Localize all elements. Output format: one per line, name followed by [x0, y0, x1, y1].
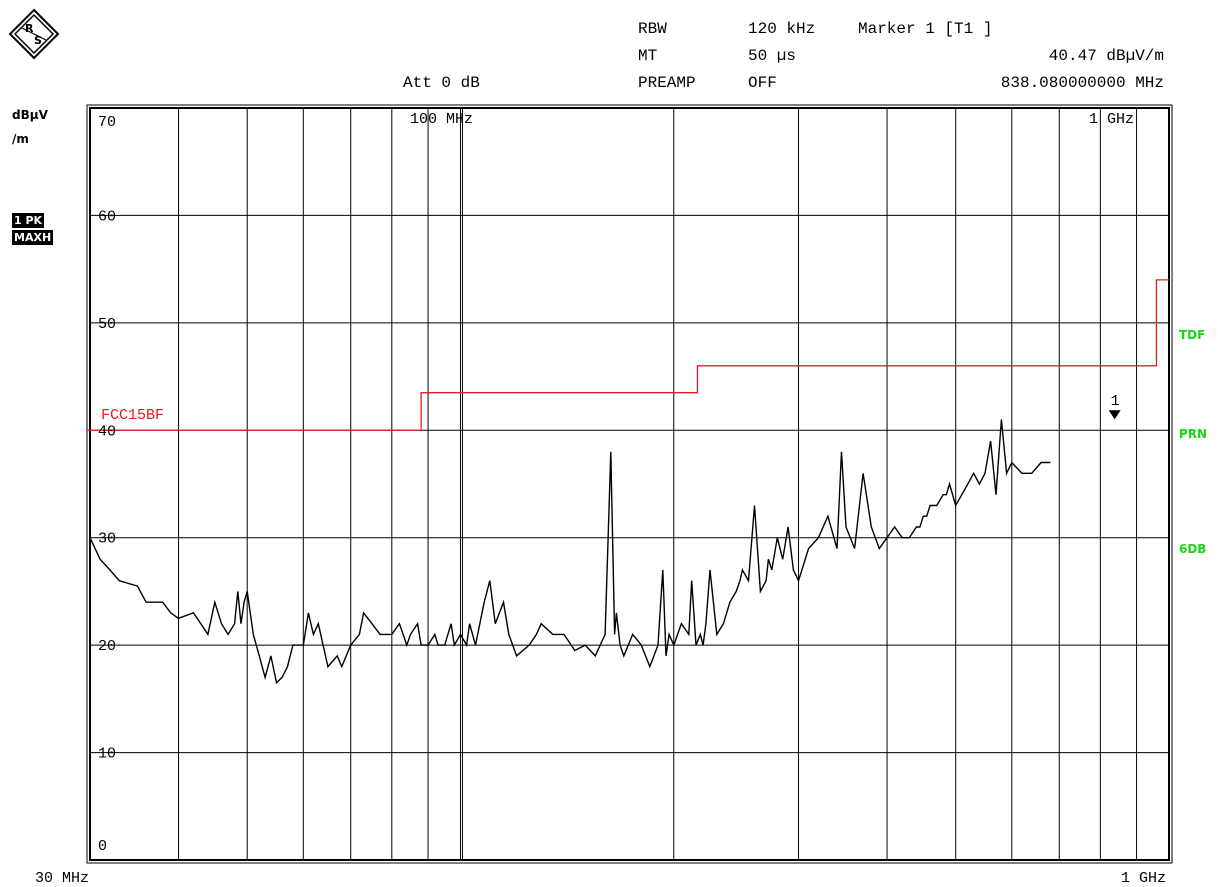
plot-frame [89, 107, 1170, 861]
chart-grid [86, 104, 1173, 864]
tdf-label: TDF [1179, 328, 1206, 342]
preamp-label: PREAMP [638, 74, 696, 92]
svg-text:R: R [25, 22, 34, 35]
y-tick-label: 60 [98, 208, 116, 225]
y-tick-labels: 0 10 20 30 40 50 60 70 [98, 114, 116, 855]
measurement-trace [89, 419, 1051, 685]
6db-label: 6DB [1179, 542, 1207, 556]
rbw-label: RBW [638, 20, 667, 38]
trace-group [89, 419, 1051, 685]
limit-line-label: FCC15BF [101, 407, 165, 424]
trace-mode-badge: MAXH [12, 230, 54, 245]
marker-group: 1 [1108, 393, 1121, 420]
unit-label-line2: /m [12, 132, 29, 146]
marker-label: Marker 1 [T1 ] [858, 20, 993, 38]
mt-label: MT [638, 47, 658, 65]
limit-line [87, 279, 1169, 431]
marker-1-triangle [1108, 410, 1121, 420]
y-tick-label: 0 [98, 838, 107, 855]
mt-value: 50 µs [748, 47, 797, 65]
prn-label: PRN [1179, 427, 1208, 441]
limit-line-group [87, 279, 1169, 431]
rs-logo-icon: R S [8, 8, 60, 60]
marker-level: 40.47 dBµV/m [1048, 47, 1164, 65]
y-tick-label: 20 [98, 638, 116, 655]
y-tick-label: 30 [98, 531, 116, 548]
grid-label-100mhz: 100 MHz [410, 111, 474, 128]
attenuation: Att 0 dB [403, 74, 480, 92]
unit-label-line1: dBµV [12, 108, 48, 122]
y-tick-label: 70 [98, 114, 116, 131]
y-tick-label: 40 [98, 423, 116, 440]
plot-outer-frame [86, 104, 1173, 864]
rbw-value: 120 kHz [748, 20, 816, 38]
y-tick-label: 50 [98, 316, 116, 333]
trace-detector-badge: 1 PK [12, 213, 45, 228]
y-tick-label: 10 [98, 746, 116, 763]
marker-1-label: 1 [1111, 393, 1120, 410]
marker-frequency: 838.080000000 MHz [1000, 74, 1164, 92]
svg-text:S: S [34, 34, 42, 47]
x-stop-label: 1 GHz [1120, 870, 1166, 887]
grid-label-1ghz: 1 GHz [1089, 111, 1135, 128]
x-start-label: 30 MHz [35, 870, 90, 887]
preamp-value: OFF [748, 74, 777, 92]
